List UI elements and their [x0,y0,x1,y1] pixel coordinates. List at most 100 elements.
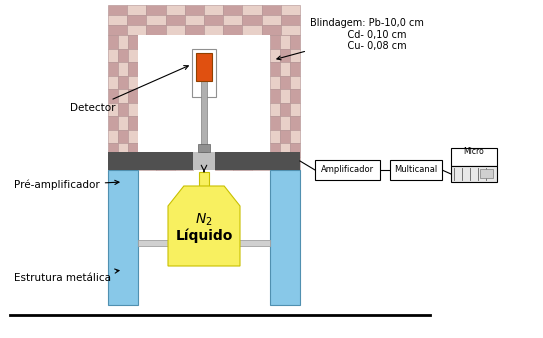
Bar [127,5,147,15]
Bar [118,102,128,116]
Text: Detector: Detector [70,66,188,113]
Bar [128,62,138,75]
Bar [128,156,138,170]
Bar [242,25,262,35]
Bar [108,156,118,170]
Bar [390,160,442,180]
Bar [108,129,118,143]
Text: Multicanal: Multicanal [394,166,438,174]
Bar [138,161,156,170]
Bar [242,5,262,15]
Text: Líquido: Líquido [175,228,233,243]
Bar [242,15,262,25]
Bar [185,15,204,25]
Bar [270,48,280,62]
Bar [156,152,175,161]
Bar [233,152,251,161]
Bar [147,5,166,15]
Bar [201,81,207,152]
Bar [315,160,380,180]
Bar [138,240,270,246]
Bar [262,25,281,35]
Bar [270,62,280,75]
Text: Amplificador: Amplificador [321,166,374,174]
Bar [108,116,118,129]
Bar [290,89,300,102]
Bar [118,75,128,89]
Bar [270,116,280,129]
Bar [138,35,270,170]
Bar [270,143,280,156]
Bar [223,5,242,15]
Bar [108,102,118,116]
Bar [118,116,128,129]
Bar [290,75,300,89]
Bar [108,35,118,48]
Bar [270,35,280,48]
Bar [118,89,128,102]
Bar [128,129,138,143]
Bar [138,170,270,305]
Bar [280,143,290,156]
Text: Pré-amplificador: Pré-amplificador [14,180,119,190]
Bar [223,15,242,25]
Bar [233,161,251,170]
Bar [262,15,281,25]
Bar [108,5,127,15]
Bar [280,156,290,170]
Bar [251,152,270,161]
Bar [270,89,280,102]
Bar [290,35,300,48]
Text: $N_2$: $N_2$ [195,211,213,228]
Bar [127,15,147,25]
Bar [479,169,494,178]
Bar [280,102,290,116]
Bar [215,152,233,161]
Bar [128,48,138,62]
Bar [290,48,300,62]
Bar [193,152,215,170]
Bar [128,89,138,102]
Bar [156,161,175,170]
Bar [118,62,128,75]
Bar [175,152,193,161]
Bar [262,5,281,15]
Bar [270,102,280,116]
Bar [118,48,128,62]
Bar [198,144,210,152]
Bar [166,25,185,35]
Bar [290,143,300,156]
Bar [118,129,128,143]
Bar [118,156,128,170]
Bar [175,161,193,170]
Bar [108,143,118,156]
Bar [138,152,156,161]
Bar [280,35,290,48]
Bar [204,25,223,35]
Polygon shape [168,186,240,266]
Bar [108,75,118,89]
Bar [128,116,138,129]
Bar [128,75,138,89]
Bar [128,102,138,116]
Text: Estrutura metálica: Estrutura metálica [14,269,119,283]
Bar [128,143,138,156]
Bar [108,25,127,35]
Bar [108,62,118,75]
Bar [270,129,280,143]
Bar [290,116,300,129]
Bar [281,15,300,25]
Bar [108,15,127,25]
Bar [280,75,290,89]
Bar [108,48,118,62]
Bar [251,161,270,170]
Bar [290,156,300,170]
Bar [118,143,128,156]
Bar [280,48,290,62]
Bar [199,172,209,186]
Bar [290,62,300,75]
Bar [204,5,223,15]
Bar [185,25,204,35]
Bar [280,89,290,102]
Bar [147,25,166,35]
